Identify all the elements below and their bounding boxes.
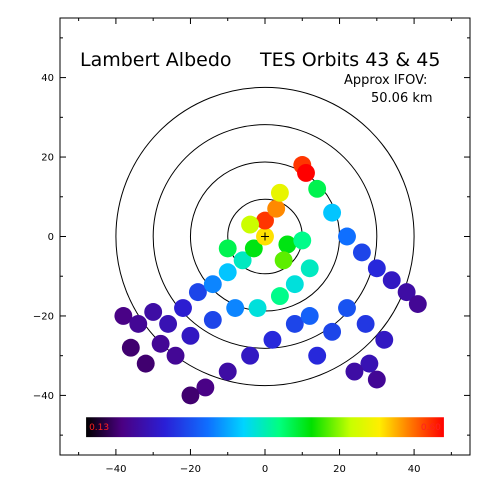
footprint-point bbox=[274, 251, 293, 270]
footprint-point bbox=[367, 259, 386, 278]
footprint-point bbox=[241, 346, 260, 365]
footprint-point bbox=[323, 203, 342, 222]
footprint-point bbox=[241, 215, 260, 234]
footprint-point bbox=[267, 199, 286, 218]
y-tick-label: 40 bbox=[41, 73, 54, 84]
footprint-point bbox=[218, 362, 237, 381]
footprint-point bbox=[181, 326, 200, 345]
footprint-point bbox=[285, 314, 304, 333]
orbit-series bbox=[181, 156, 427, 405]
colorbar-min-label: 0.13 bbox=[89, 423, 109, 433]
footprint-point bbox=[270, 183, 289, 202]
x-tick-label: 20 bbox=[333, 464, 346, 475]
footprint-point bbox=[233, 251, 252, 270]
footprint-point bbox=[203, 310, 222, 329]
footprint-point bbox=[367, 370, 386, 389]
x-tick-label: −20 bbox=[180, 464, 201, 475]
footprint-point bbox=[356, 314, 375, 333]
footprint-point bbox=[218, 263, 237, 282]
footprint-point bbox=[360, 354, 379, 373]
footprint-point bbox=[181, 386, 200, 405]
x-tick-label: −40 bbox=[105, 464, 126, 475]
range-ring bbox=[152, 124, 378, 349]
footprint-point bbox=[114, 307, 133, 325]
footprint-point bbox=[218, 239, 237, 258]
footprint-point bbox=[408, 295, 427, 313]
footprint-point bbox=[136, 354, 155, 373]
footprint-point bbox=[121, 338, 140, 357]
orbit-series bbox=[114, 183, 319, 373]
footprint-point bbox=[226, 299, 245, 317]
footprint-point bbox=[278, 235, 297, 254]
footprint-point bbox=[300, 307, 319, 325]
y-tick-label: −40 bbox=[33, 391, 54, 402]
y-tick-label: 20 bbox=[41, 153, 54, 164]
footprint-point bbox=[144, 303, 163, 321]
colorbar-max-label: 0.60 bbox=[421, 423, 441, 433]
footprint-point bbox=[188, 283, 207, 302]
ifov-label: Approx IFOV: bbox=[344, 73, 427, 88]
chart-title: Lambert Albedo bbox=[80, 49, 232, 71]
footprint-point bbox=[159, 314, 178, 333]
footprint-point bbox=[151, 334, 170, 353]
footprint-point bbox=[352, 243, 371, 262]
footprint-point bbox=[297, 163, 315, 182]
y-axis: −40 −20 0 20 40 bbox=[33, 37, 470, 436]
x-tick-label: 0 bbox=[262, 464, 268, 475]
footprint-point bbox=[285, 275, 304, 294]
footprint-point bbox=[248, 299, 267, 317]
footprint-points bbox=[114, 156, 427, 405]
footprint-point bbox=[382, 271, 401, 290]
center-crosshair-marker bbox=[261, 232, 269, 241]
footprint-point bbox=[338, 299, 356, 317]
y-tick-label: 0 bbox=[48, 232, 54, 243]
footprint-point bbox=[293, 231, 312, 250]
y-tick-label: −20 bbox=[33, 311, 54, 322]
x-tick-label: 40 bbox=[408, 464, 421, 475]
footprint-point bbox=[270, 287, 289, 306]
footprint-point bbox=[338, 227, 356, 246]
footprint-point bbox=[308, 179, 327, 198]
footprint-point bbox=[323, 322, 342, 341]
footprint-point bbox=[375, 330, 394, 349]
footprint-point bbox=[308, 346, 327, 365]
ifov-value: 50.06 km bbox=[371, 91, 433, 106]
range-ring bbox=[115, 86, 415, 387]
footprint-point bbox=[129, 314, 148, 333]
footprint-point bbox=[345, 362, 364, 381]
footprint-point bbox=[256, 211, 274, 230]
footprint-point bbox=[244, 239, 263, 258]
footprint-point bbox=[203, 275, 222, 294]
footprint-point bbox=[263, 330, 282, 349]
footprint-point bbox=[196, 378, 215, 397]
chart-subtitle: TES Orbits 43 & 45 bbox=[259, 49, 440, 71]
footprint-point bbox=[174, 299, 192, 317]
footprint-point bbox=[166, 346, 185, 365]
footprint-point bbox=[300, 259, 319, 278]
footprint-point bbox=[397, 283, 416, 302]
x-axis: −40 −20 0 20 40 bbox=[78, 18, 452, 475]
colorbar bbox=[86, 417, 444, 438]
